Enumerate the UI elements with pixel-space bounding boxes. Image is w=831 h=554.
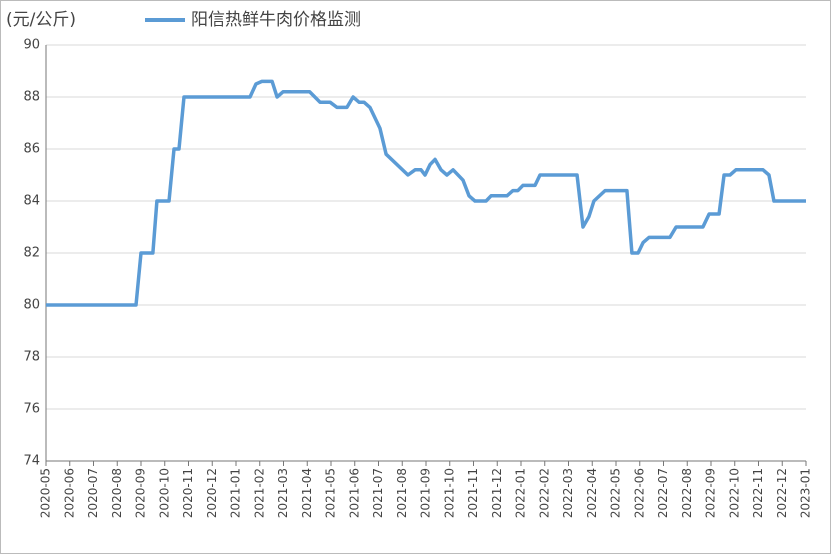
x-tick-label: 2020-07 <box>86 468 100 518</box>
x-tick-label: 2022-04 <box>585 468 599 518</box>
y-tick-label: 86 <box>23 142 40 157</box>
x-tick-label: 2021-07 <box>371 468 385 518</box>
x-tick-label: 2021-09 <box>419 468 433 518</box>
x-tick-label: 2020-08 <box>110 468 124 518</box>
x-tick-label: 2022-03 <box>561 468 575 518</box>
x-tick-label: 2021-04 <box>300 468 314 518</box>
x-tick-label: 2021-03 <box>276 468 290 518</box>
x-tick-label: 2022-11 <box>751 468 765 518</box>
x-tick-label: 2022-06 <box>632 468 646 518</box>
x-tick-label: 2022-09 <box>704 468 718 518</box>
x-tick-label: 2023-01 <box>799 468 813 518</box>
x-tick-label: 2020-09 <box>134 468 148 518</box>
y-tick-label: 82 <box>23 246 40 261</box>
x-tick-label: 2020-06 <box>62 468 76 518</box>
x-tick-label: 2021-11 <box>466 468 480 518</box>
x-tick-label: 2021-01 <box>229 468 243 518</box>
x-tick-label: 2020-05 <box>39 468 53 518</box>
y-tick-label: 74 <box>23 454 40 469</box>
x-tick-label: 2021-06 <box>347 468 361 518</box>
y-tick-label: 90 <box>23 38 40 53</box>
x-tick-label: 2021-02 <box>252 468 266 518</box>
y-tick-label: 76 <box>23 402 40 417</box>
x-tick-label: 2021-08 <box>395 468 409 518</box>
x-tick-label: 2021-10 <box>442 468 456 518</box>
x-tick-label: 2021-12 <box>490 468 504 518</box>
x-tick-label: 2022-10 <box>727 468 741 518</box>
x-tick-label: 2022-05 <box>609 468 623 518</box>
y-tick-label: 84 <box>23 194 40 209</box>
x-tick-label: 2021-05 <box>324 468 338 518</box>
y-tick-label: 80 <box>23 298 40 313</box>
unit-label: (元/公斤) <box>6 10 76 30</box>
x-tick-label: 2020-12 <box>205 468 219 518</box>
x-tick-label: 2022-12 <box>775 468 789 518</box>
y-tick-label: 88 <box>23 90 40 105</box>
x-tick-label: 2022-07 <box>656 468 670 518</box>
x-tick-label: 2022-02 <box>537 468 551 518</box>
legend-label: 阳信热鲜牛肉价格监测 <box>191 10 361 30</box>
x-tick-label: 2022-01 <box>514 468 528 518</box>
x-tick-label: 2020-11 <box>181 468 195 518</box>
x-tick-label: 2022-08 <box>680 468 694 518</box>
series-line <box>46 79 806 307</box>
x-tick-label: 2020-10 <box>157 468 171 518</box>
y-tick-label: 78 <box>23 350 40 365</box>
